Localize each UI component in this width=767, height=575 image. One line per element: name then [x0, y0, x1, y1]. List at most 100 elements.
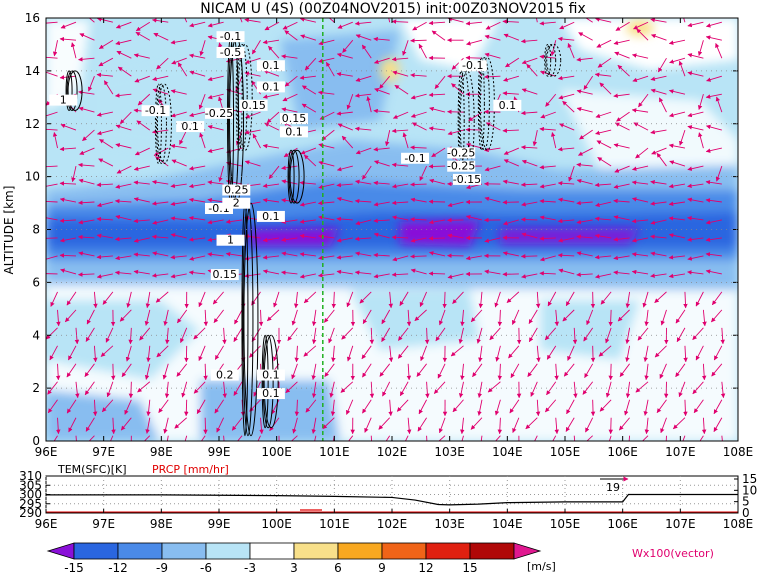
contour-label-background: [256, 210, 285, 222]
wind-vector: [535, 399, 541, 417]
wind-vector: [406, 309, 412, 327]
wind-vector: [502, 251, 519, 257]
wind-vector: [487, 381, 501, 393]
wind-vector: [337, 123, 353, 131]
wind-vector: [636, 28, 649, 41]
wind-vector: [576, 234, 593, 240]
wind-vector: [100, 345, 114, 357]
wind-vector: [503, 219, 519, 226]
wind-vector: [299, 273, 316, 279]
wind-vector: [526, 63, 538, 77]
wind-vector: [451, 83, 464, 95]
wind-vector: [96, 233, 113, 239]
wind-vector: [281, 270, 298, 275]
wind-vector: [557, 253, 575, 258]
wind-vector: [96, 273, 113, 279]
wind-vector: [558, 237, 575, 243]
wind-vector: [184, 399, 189, 417]
wind-vector: [287, 327, 298, 341]
wind-vector: [84, 381, 95, 396]
wind-vector: [111, 417, 116, 435]
wind-vector: [659, 363, 667, 379]
wind-vector: [162, 363, 169, 380]
precipitation-tick-label: 10: [742, 483, 757, 497]
wind-vector: [146, 345, 151, 363]
wind-vector: [431, 147, 446, 158]
y-tick-label: 2: [32, 381, 40, 395]
wind-vector: [562, 100, 575, 113]
vertical-motion-contour: [243, 202, 259, 437]
wind-vector: [98, 39, 114, 50]
wind-vector: [594, 182, 612, 188]
wind-vector: [133, 53, 150, 59]
x-tick-label: 108E: [723, 445, 754, 459]
wind-vector: [125, 345, 132, 362]
wind-vector: [545, 399, 557, 413]
wind-vector: [137, 93, 151, 106]
wind-vector: [509, 399, 520, 414]
wind-vector: [66, 399, 77, 414]
wind-vector: [583, 327, 594, 342]
wind-vector: [600, 291, 612, 305]
wind-vector: [687, 111, 704, 118]
wind-vector: [103, 80, 114, 95]
wind-vector: [317, 273, 335, 278]
wind-vector: [595, 201, 612, 207]
wind-vector: [78, 272, 95, 277]
wind-vector: [78, 219, 95, 225]
wind-vector: [184, 18, 188, 23]
wind-vector: [673, 417, 686, 430]
wind-vector: [388, 399, 393, 417]
wind-vector: [558, 93, 575, 100]
wind-vector: [478, 291, 484, 309]
vertical-motion-contour: [545, 43, 557, 77]
wind-vector: [373, 108, 390, 114]
wind-vector: [133, 165, 150, 171]
wind-vector: [78, 200, 95, 205]
wind-vector: [687, 197, 704, 203]
precipitation-label: PRCP [mm/hr]: [152, 463, 229, 476]
wind-vector: [68, 345, 77, 361]
wind-vector: [535, 291, 541, 309]
wind-vector: [550, 132, 557, 149]
wind-vector: [244, 160, 261, 167]
wind-vector: [301, 103, 317, 113]
wind-vector: [546, 345, 557, 360]
wind-vector: [171, 159, 187, 167]
wind-vector: [698, 132, 704, 149]
wind-vector: [715, 43, 723, 59]
wind-vector: [373, 218, 390, 223]
wind-vector: [598, 345, 612, 357]
wind-vector: [711, 309, 723, 323]
wind-vector: [300, 34, 317, 41]
wind-vector: [225, 219, 243, 224]
wind-vector: [164, 381, 170, 399]
wind-vector: [410, 111, 427, 118]
wind-vector: [46, 183, 58, 189]
lower-x-tick-label: 105E: [550, 517, 581, 531]
wind-vector: [477, 381, 483, 398]
wind-vector: [188, 183, 206, 189]
wind-vector: [373, 36, 390, 42]
vector-reference-label: Wx100(vector): [632, 547, 714, 560]
wind-vector: [687, 125, 704, 131]
colorbar-tick-label: 6: [334, 561, 342, 575]
wind-vector: [158, 399, 169, 413]
wind-vector: [460, 417, 465, 435]
wind-vector: [660, 417, 667, 434]
wind-vector: [668, 183, 686, 189]
wind-vector: [59, 218, 77, 223]
wind-vector: [78, 178, 95, 185]
wind-vector: [188, 215, 206, 221]
wind-vector: [650, 75, 667, 82]
wind-vector: [116, 50, 132, 59]
wind-vector: [705, 35, 722, 41]
vertical-motion-contour: [478, 57, 490, 151]
wind-vector: [120, 417, 132, 431]
wind-vector: [705, 21, 722, 28]
wind-vector: [613, 237, 630, 242]
wind-vector: [336, 182, 353, 188]
wind-vector: [539, 236, 556, 241]
wind-vector: [336, 269, 353, 275]
wind-vector: [576, 107, 593, 113]
